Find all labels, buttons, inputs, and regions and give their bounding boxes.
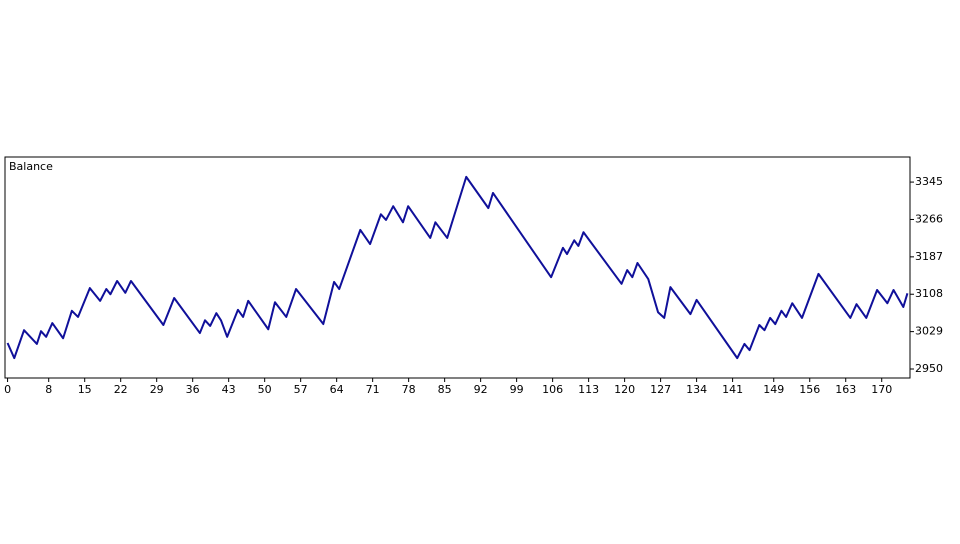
x-tick-label: 141: [722, 383, 743, 396]
x-tick-label: 8: [45, 383, 52, 396]
chart-title: Balance: [9, 160, 53, 173]
x-tick-label: 78: [402, 383, 416, 396]
x-tick-label: 36: [186, 383, 200, 396]
y-tick-label: 3108: [915, 287, 943, 300]
x-tick-label: 29: [150, 383, 164, 396]
x-tick-label: 113: [578, 383, 599, 396]
x-tick-label: 156: [799, 383, 820, 396]
x-tick-label: 0: [4, 383, 11, 396]
x-tick-label: 170: [871, 383, 892, 396]
x-tick-label: 71: [366, 383, 380, 396]
x-tick-label: 149: [763, 383, 784, 396]
balance-line: [6, 175, 909, 360]
x-tick-label: 120: [614, 383, 635, 396]
x-tick-label: 85: [438, 383, 452, 396]
x-tick-label: 64: [330, 383, 344, 396]
x-tick-label: 163: [835, 383, 856, 396]
x-tick-label: 99: [510, 383, 524, 396]
y-tick-label: 3187: [915, 250, 943, 263]
y-tick-label: 3345: [915, 175, 943, 188]
x-tick-label: 57: [294, 383, 308, 396]
x-tick-label: 127: [650, 383, 671, 396]
x-tick-label: 15: [78, 383, 92, 396]
y-tick-label: 3029: [915, 325, 943, 338]
x-tick-label: 92: [474, 383, 488, 396]
x-tick-label: 106: [542, 383, 563, 396]
x-tick-label: 22: [114, 383, 128, 396]
y-tick-label: 3266: [915, 212, 943, 225]
plot-frame: [4, 156, 911, 379]
x-tick-label: 50: [258, 383, 272, 396]
x-tick-label: 134: [686, 383, 707, 396]
y-tick-label: 2950: [915, 362, 943, 375]
x-tick-label: 43: [222, 383, 236, 396]
